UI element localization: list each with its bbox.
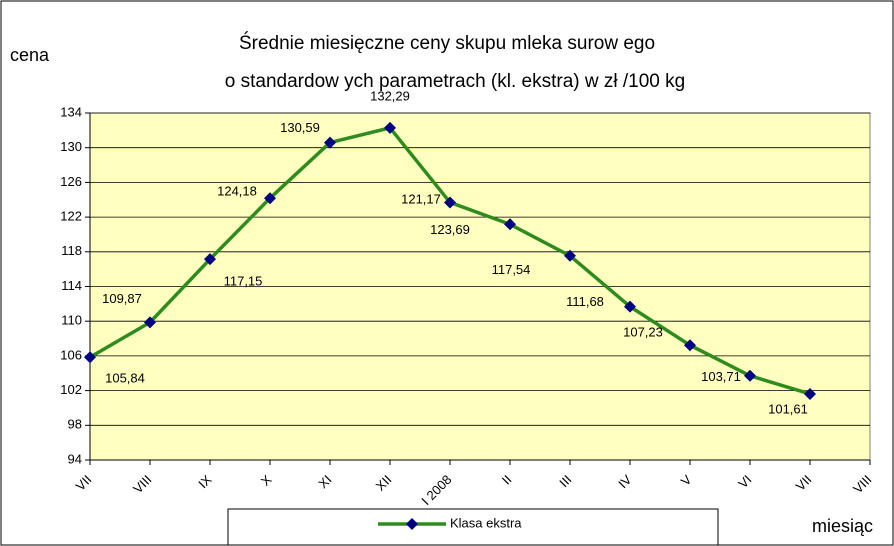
data-point <box>804 387 816 400</box>
data-point <box>744 369 756 382</box>
data-point <box>444 196 456 209</box>
data-label: 117,54 <box>492 262 531 277</box>
data-point <box>204 253 216 266</box>
y-tick-label: 134 <box>60 104 82 119</box>
data-point <box>564 249 576 262</box>
data-label: 121,17 <box>401 192 441 207</box>
data-label: 101,61 <box>768 401 808 416</box>
data-label: 107,23 <box>623 325 663 340</box>
y-tick-label: 102 <box>60 382 82 397</box>
y-tick-label: 122 <box>60 209 82 224</box>
data-label: 103,71 <box>701 369 741 384</box>
data-point <box>384 121 396 134</box>
data-label: 124,18 <box>217 184 257 199</box>
data-point <box>624 300 636 313</box>
y-tick-label: 118 <box>61 243 82 258</box>
data-point <box>144 316 156 329</box>
y-tick-label: 130 <box>60 139 82 154</box>
data-label: 132,29 <box>370 88 410 103</box>
y-tick-label: 110 <box>61 313 82 328</box>
y-tick-label: 114 <box>61 278 82 293</box>
chart-title: o standardow ych parametrach (kl. ekstra… <box>225 71 685 92</box>
x-axis-label: miesiąc <box>812 516 873 536</box>
data-label: 111,68 <box>566 294 604 309</box>
y-tick-label: 94 <box>68 451 82 466</box>
data-label: 117,15 <box>224 274 263 289</box>
data-point <box>684 339 696 352</box>
y-tick-label: 126 <box>60 174 82 189</box>
data-point <box>84 351 96 364</box>
data-point <box>504 218 516 231</box>
y-tick-label: 98 <box>68 417 82 432</box>
data-label: 130,59 <box>280 120 320 135</box>
data-label: 109,87 <box>102 291 142 306</box>
data-label: 105,84 <box>105 371 145 386</box>
y-axis-label: cena <box>10 45 50 65</box>
data-label: 123,69 <box>430 222 470 237</box>
data-point <box>264 192 276 205</box>
legend <box>227 508 719 546</box>
chart-title: Średnie miesięczne ceny skupu mleka suro… <box>239 32 655 54</box>
legend-label: Klasa ekstra <box>450 515 522 530</box>
y-tick-label: 106 <box>60 347 82 362</box>
legend-marker <box>406 518 418 530</box>
data-point <box>324 136 336 149</box>
